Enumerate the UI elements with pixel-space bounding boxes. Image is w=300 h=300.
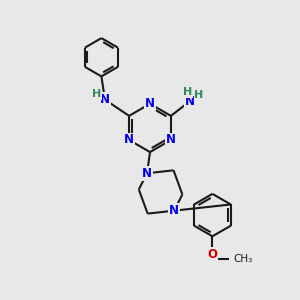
Text: H: H [194, 90, 203, 100]
Text: O: O [207, 248, 218, 261]
Text: N: N [169, 204, 179, 217]
Text: N: N [124, 134, 134, 146]
Text: N: N [145, 97, 155, 110]
Text: CH₃: CH₃ [234, 254, 253, 264]
Text: N: N [100, 93, 110, 106]
Text: H: H [92, 89, 101, 99]
Text: H: H [183, 87, 192, 97]
Text: N: N [142, 167, 152, 180]
Text: N: N [166, 134, 176, 146]
Text: N: N [185, 94, 195, 108]
